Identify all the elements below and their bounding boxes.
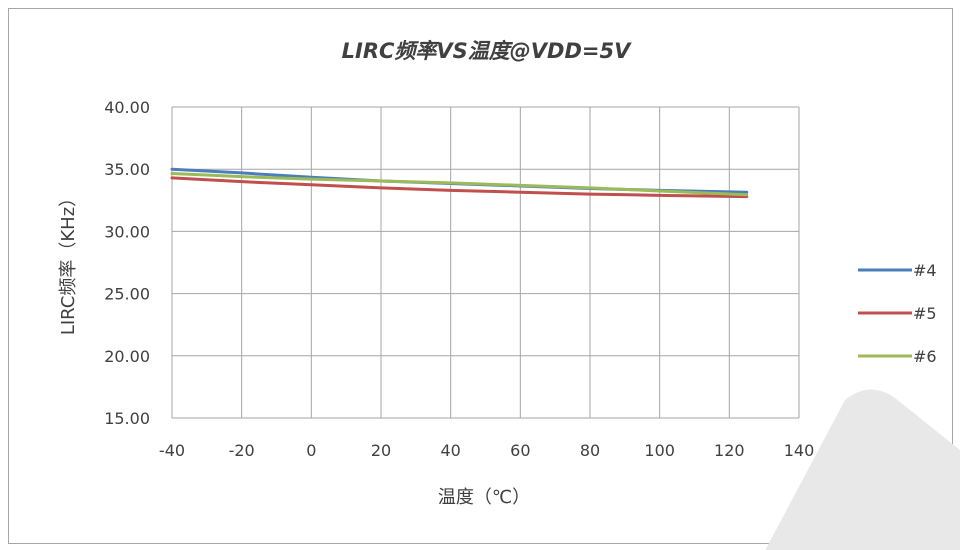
- y-axis-label: LIRC频率（KHz）: [58, 189, 79, 335]
- series-lines: [170, 167, 749, 199]
- series-line-6: [170, 172, 749, 197]
- y-tick-label: 30.00: [104, 222, 150, 241]
- x-tick-label: 40: [440, 441, 460, 460]
- y-tick-label: 25.00: [104, 285, 150, 304]
- y-tick-label: 40.00: [104, 98, 150, 117]
- y-tick-label: 35.00: [104, 160, 150, 179]
- chart-frame: [8, 8, 953, 544]
- series-line-5: [170, 176, 749, 199]
- series-line-4: [170, 167, 749, 194]
- y-axis-ticks: 15.00 20.00 25.00 30.00 35.00 40.00: [104, 98, 150, 428]
- plot-grid: [171, 106, 800, 419]
- y-tick-label: 15.00: [104, 409, 150, 428]
- x-tick-label: -20: [229, 441, 255, 460]
- legend-label: #6: [913, 347, 937, 366]
- x-tick-label: 0: [306, 441, 316, 460]
- x-tick-label: 80: [580, 441, 600, 460]
- x-tick-label: 100: [644, 441, 675, 460]
- x-tick-label: -40: [159, 441, 185, 460]
- x-tick-label: 60: [510, 441, 530, 460]
- x-tick-label: 120: [714, 441, 745, 460]
- legend-label: #5: [913, 304, 937, 323]
- x-axis-ticks: -40 -20 0 20 40 60 80 100 120 140: [159, 441, 814, 460]
- watermark: [765, 389, 960, 550]
- legend: #4 #5 #6: [858, 261, 937, 366]
- x-tick-label: 20: [371, 441, 391, 460]
- watermark-shape: [765, 389, 960, 550]
- y-tick-label: 20.00: [104, 347, 150, 366]
- x-tick-label: 140: [784, 441, 815, 460]
- legend-label: #4: [913, 261, 937, 280]
- chart-title: LIRC频率VS温度@VDD=5V: [342, 39, 632, 63]
- x-axis-label: 温度（℃）: [438, 487, 530, 508]
